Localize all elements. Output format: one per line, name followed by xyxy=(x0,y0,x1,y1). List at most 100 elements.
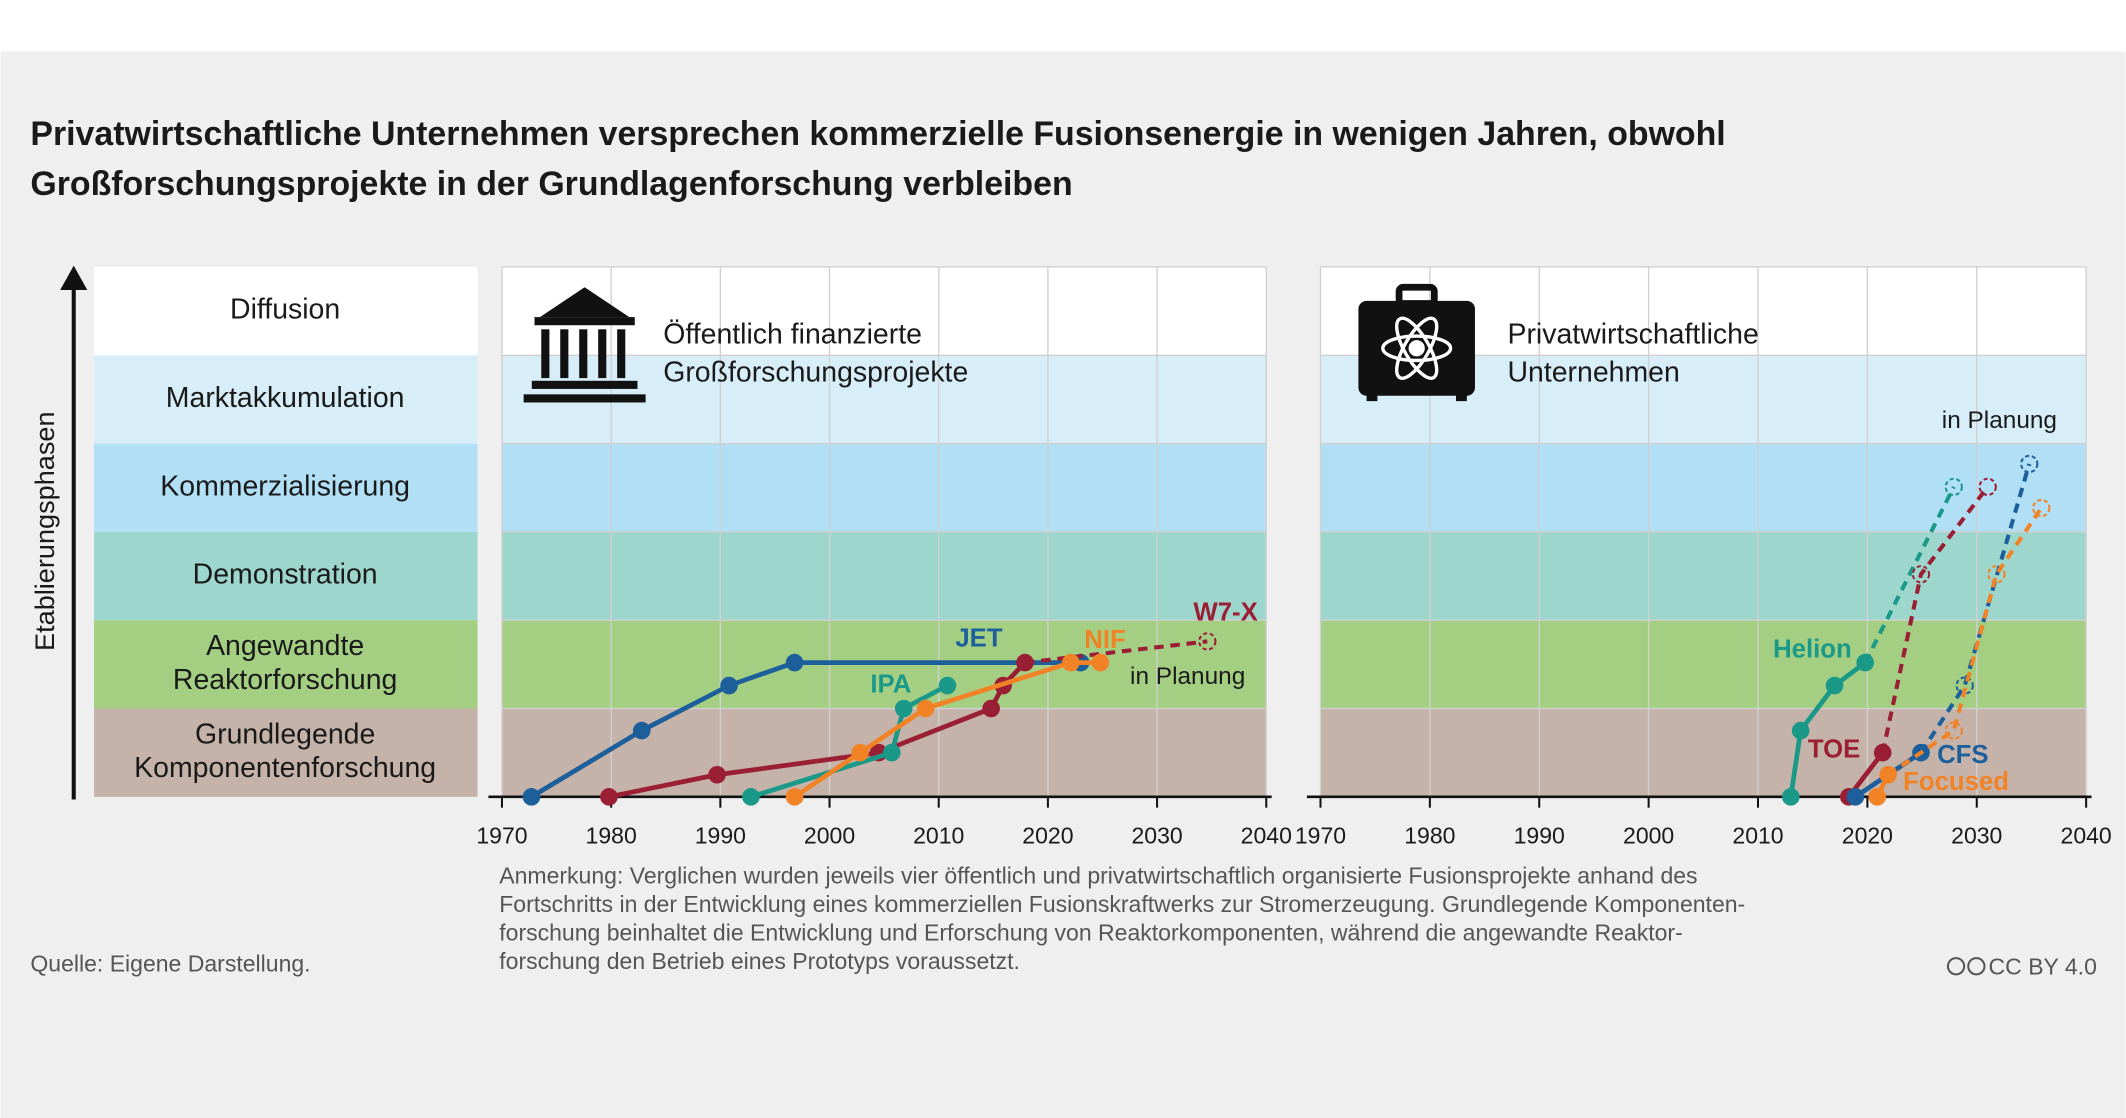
point xyxy=(632,721,651,740)
point xyxy=(916,699,935,718)
building-icon xyxy=(523,287,646,403)
note-line: Fortschritts in der Entwicklung eines ko… xyxy=(499,891,1745,917)
point xyxy=(1868,788,1887,806)
x-tick-label: 2000 xyxy=(1623,823,1674,849)
cc-icon xyxy=(1946,957,1986,976)
phase-label: Demonstration xyxy=(193,559,378,591)
x-tick-label: 2010 xyxy=(1732,823,1783,849)
x-tick-label: 2010 xyxy=(913,823,964,849)
point xyxy=(1879,765,1897,784)
case-icon xyxy=(1358,283,1475,402)
series-label: Helion xyxy=(1773,635,1852,663)
x-tick-label: 1980 xyxy=(586,823,637,849)
point xyxy=(1091,653,1110,672)
series-label: CFS xyxy=(1937,741,1988,769)
chart: 1970 1980 1990 2000 2010 2020 2030 2040 Privatwi… xyxy=(1295,266,2112,849)
y-axis-arrow xyxy=(60,265,88,800)
note-line: forschung den Betrieb eines Prototyps vo… xyxy=(499,948,1020,974)
phase-label: Reaktorforschung xyxy=(173,664,397,696)
x-tick-label: 1990 xyxy=(1514,823,1565,849)
phase-label: Angewandte xyxy=(206,630,364,662)
series-label: NIF xyxy=(1084,626,1125,654)
planned-point xyxy=(1944,721,1963,740)
planned-line xyxy=(1863,485,1956,664)
planned-line xyxy=(1880,485,1990,754)
planned-line xyxy=(1887,506,2043,777)
annotation: in Planung xyxy=(1130,663,1245,690)
phase-band xyxy=(501,266,1267,356)
point xyxy=(1062,653,1080,672)
point xyxy=(882,743,901,762)
annotation: in Planung xyxy=(1942,407,2057,434)
top-strip xyxy=(0,0,2126,52)
license: CC BY 4.0 xyxy=(1989,953,2097,979)
planned-point xyxy=(1911,565,1931,584)
point xyxy=(742,788,760,806)
x-tick-label: 2040 xyxy=(1241,823,1292,849)
phase-label: Diffusion xyxy=(230,294,340,326)
series-line xyxy=(1788,660,1867,798)
phase-band xyxy=(94,620,478,709)
x-tick-label: 2020 xyxy=(1022,823,1073,849)
x-tick-label: 1970 xyxy=(476,823,527,849)
planned-point xyxy=(1955,676,1974,695)
point xyxy=(1825,676,1844,695)
point xyxy=(982,699,1000,718)
planned-line xyxy=(1024,639,1208,665)
point xyxy=(708,765,726,784)
phase-label: Grundlegende xyxy=(195,718,375,750)
x-tick-label: 2040 xyxy=(2061,823,2112,849)
phase-label: Komponentenforschung xyxy=(134,752,436,784)
x-tick-label: 1980 xyxy=(1404,823,1455,849)
title-line: Großforschungsprojekte in der Grundlagen… xyxy=(30,165,1072,203)
phase-band xyxy=(1320,443,2087,532)
planned-point xyxy=(1987,565,2006,584)
planned-point xyxy=(1198,632,1217,651)
point xyxy=(785,653,804,672)
series-label: TOE xyxy=(1808,736,1860,764)
title-line: Privatwirtschaftliche Unternehmen verspr… xyxy=(30,115,1725,153)
x-tick-label: 1970 xyxy=(1295,823,1346,849)
source: Quelle: Eigene Darstellung. xyxy=(30,951,310,977)
phase-band xyxy=(94,708,478,797)
y-axis-label: Etablierungsphasen xyxy=(29,411,60,651)
panel-title: Unternehmen xyxy=(1507,357,1679,389)
phase-band xyxy=(94,443,478,532)
planned-line xyxy=(1919,463,2032,754)
planned-point xyxy=(1978,477,1997,497)
point xyxy=(938,676,957,695)
point xyxy=(1846,788,1865,806)
point xyxy=(1016,653,1034,672)
planned-point xyxy=(1944,477,1963,497)
panel-title: Öffentlich finanzierte xyxy=(663,319,922,351)
phase-band xyxy=(501,531,1267,621)
point xyxy=(785,788,804,806)
series-label: IPA xyxy=(870,671,911,699)
series-label: W7-X xyxy=(1193,599,1257,627)
phase-band xyxy=(501,443,1267,532)
series-line xyxy=(750,683,949,800)
series-label: Focused xyxy=(1903,768,2009,796)
x-tick-label: 2030 xyxy=(1951,823,2002,849)
series-label: JET xyxy=(955,624,1002,652)
panel-title: Privatwirtschaftliche xyxy=(1507,319,1758,351)
phase-band xyxy=(94,531,478,621)
x-tick-label: 1990 xyxy=(695,823,746,849)
point xyxy=(720,676,738,695)
phase-band xyxy=(94,266,478,356)
point xyxy=(1782,788,1800,806)
point xyxy=(1873,743,1892,762)
planned-point xyxy=(2032,498,2051,518)
x-tick-label: 2000 xyxy=(804,823,855,849)
panel-title: Großforschungsprojekte xyxy=(663,357,968,389)
planned-point xyxy=(2020,454,2039,474)
point xyxy=(1856,653,1875,672)
phase-label: Kommerzialisierung xyxy=(160,470,410,502)
point xyxy=(851,743,869,762)
point xyxy=(600,788,618,806)
chart: 1970 1980 1990 2000 2010 2020 2030 2040 Öffentli… xyxy=(476,266,1292,849)
phase-band xyxy=(94,355,478,444)
point xyxy=(522,788,541,806)
